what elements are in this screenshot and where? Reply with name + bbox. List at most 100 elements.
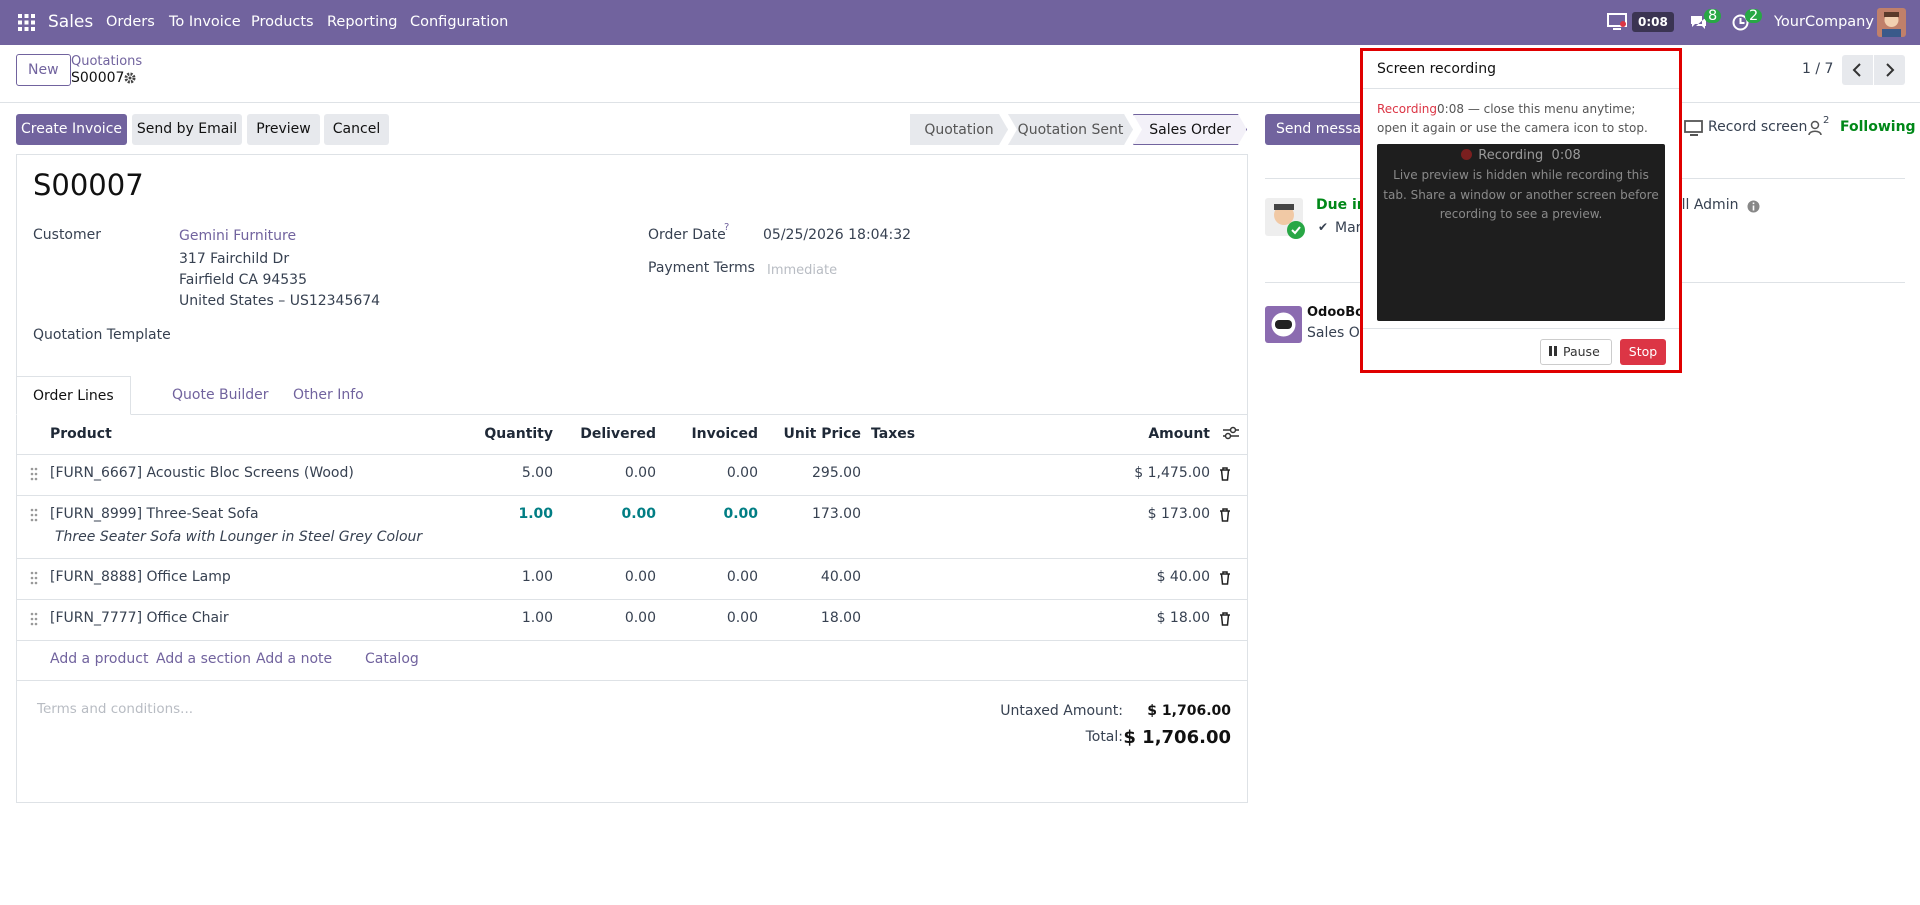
product[interactable]: [FURN_7777] Office Chair [50,610,229,626]
mark-done[interactable]: Mar [1335,220,1362,236]
breadcrumb[interactable]: Quotations [71,54,143,69]
delivered: 0.00 [624,465,656,481]
following[interactable]: Following [1840,119,1916,135]
delivered: 0.00 [621,506,656,522]
delete-line[interactable] [1219,467,1231,485]
new-button[interactable]: New [16,54,71,86]
preview-box: Recording 0:08 Live preview is hidden wh… [1377,144,1665,321]
status-step[interactable]: Quotation Sent [1008,114,1133,145]
product[interactable]: [FURN_8888] Office Lamp [50,569,231,585]
recording-status: Recording [1377,102,1438,116]
pager-next[interactable] [1874,55,1905,85]
tab[interactable]: Quote Builder [172,387,269,403]
add-link[interactable]: Catalog [365,651,419,667]
invoiced: 0.00 [726,465,758,481]
untaxed-amount: $ 1,706.00 [1147,703,1231,719]
menu-item[interactable]: Configuration [410,14,509,30]
quantity[interactable]: 1.00 [518,506,553,522]
followers-icon[interactable] [1808,120,1822,136]
terms-input[interactable]: Terms and conditions... [37,701,194,717]
unit-price[interactable]: 18.00 [820,610,861,626]
order-date[interactable]: 05/25/2026 18:04:32 [763,227,912,243]
column-header[interactable]: Invoiced [691,426,758,442]
menu-item[interactable]: Reporting [327,14,398,30]
quantity[interactable]: 5.00 [521,465,553,481]
customer-value[interactable]: Gemini Furniture [179,228,297,244]
delete-line[interactable] [1219,612,1231,630]
form-sheet [16,154,1248,803]
column-settings[interactable] [1223,426,1239,444]
column-header[interactable]: Product [50,426,112,442]
delivered: 0.00 [624,569,656,585]
unit-price[interactable]: 295.00 [812,465,861,481]
column-header[interactable]: Taxes [871,426,916,442]
add-link[interactable]: Add a note [256,651,333,667]
unit-price[interactable]: 173.00 [812,506,861,522]
message-author: OdooBot [1307,305,1371,320]
menu-item[interactable]: To Invoice [169,14,241,30]
quantity[interactable]: 1.00 [521,569,553,585]
drag-handle[interactable] [30,571,38,589]
camera-icon[interactable] [1684,120,1704,137]
row-divider [16,558,1248,559]
column-header[interactable]: Delivered [580,426,656,442]
recording-hint: — close this menu anytime; open it again… [1377,102,1648,135]
company-name[interactable]: YourCompany [1774,14,1874,30]
action-button[interactable]: Preview [247,114,320,145]
description: Three Seater Sofa with Lounger in Steel … [55,529,423,545]
menu-item[interactable]: Products [251,14,314,30]
payment-terms-input[interactable]: Immediate [767,263,838,278]
pager-prev[interactable] [1842,55,1873,85]
delete-line[interactable] [1219,508,1231,526]
delete-line[interactable] [1219,571,1231,589]
divider [1363,328,1679,329]
column-header[interactable]: Quantity [484,426,553,442]
record-screen[interactable]: Record screen [1708,119,1808,135]
add-link[interactable]: Add a product [50,651,149,667]
tab[interactable]: Order Lines [16,376,131,415]
activities-icon[interactable] [1732,14,1749,31]
app-name[interactable]: Sales [48,12,94,32]
invoiced: 0.00 [723,506,758,522]
quantity[interactable]: 1.00 [521,610,553,626]
preview-time: 0:08 [1551,148,1581,163]
gear-icon[interactable] [124,72,136,84]
recording-timer[interactable]: 0:08 [1632,12,1674,32]
product[interactable]: [FURN_6667] Acoustic Bloc Screens (Wood) [50,465,354,481]
recording-popup: Screen recording Recording0:08 — close t… [1360,48,1682,373]
column-header[interactable]: Amount [1148,426,1210,442]
pager: 1 / 7 [1802,61,1834,77]
delivered: 0.00 [624,610,656,626]
recording-icon[interactable] [1607,13,1627,31]
preview-label: Recording [1478,148,1544,163]
column-header[interactable]: Unit Price [783,426,861,442]
unit-price[interactable]: 40.00 [820,569,861,585]
action-button[interactable]: Create Invoice [16,114,127,145]
activity-avatar [1265,198,1305,239]
drag-handle[interactable] [30,467,38,485]
pause-button[interactable]: Pause [1540,339,1612,365]
followers-count: 2 [1823,115,1830,126]
amount: $ 173.00 [1147,506,1210,522]
action-button[interactable]: Send by Email [132,114,242,145]
menu-item[interactable]: Orders [106,14,155,30]
product[interactable]: [FURN_8999] Three-Seat Sofa [50,506,259,522]
action-button[interactable]: Cancel [324,114,389,145]
apps-icon[interactable] [18,14,35,31]
status-step[interactable]: Quotation [910,114,1008,145]
messages-badge: 8 [1704,9,1722,23]
order-date-label: Order Date [648,227,726,243]
user-avatar[interactable] [1877,8,1906,37]
activity-due: Due in [1316,197,1367,213]
messages-icon[interactable] [1689,14,1707,30]
stop-button[interactable]: Stop [1620,339,1666,365]
info-icon[interactable] [1747,200,1760,213]
tab[interactable]: Other Info [293,387,364,403]
drag-handle[interactable] [30,612,38,630]
row-divider [16,599,1248,600]
drag-handle[interactable] [30,508,38,526]
help-icon[interactable]: ? [724,222,730,233]
add-link[interactable]: Add a section [156,651,252,667]
status-step[interactable]: Sales Order [1133,114,1247,145]
